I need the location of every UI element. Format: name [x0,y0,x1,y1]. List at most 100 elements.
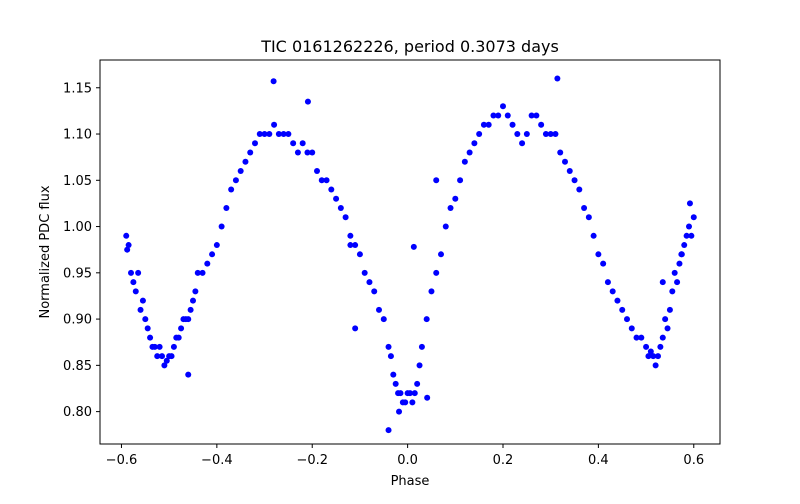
data-point [652,362,659,369]
chart-title: TIC 0161262226, period 0.3073 days [260,37,559,56]
data-point [600,260,607,267]
data-point [256,131,263,138]
data-point [571,177,578,184]
data-point [504,112,511,119]
y-tick-label: 0.85 [63,359,92,374]
data-point [199,269,206,276]
data-point [628,325,635,332]
data-point [519,140,526,147]
data-point [168,353,175,360]
data-point [271,121,278,128]
data-point [659,334,666,341]
data-point [542,131,549,138]
data-point [614,297,621,304]
data-point [371,288,378,295]
data-point [662,316,669,323]
x-tick-label: 0.2 [493,453,514,468]
data-point [397,390,404,397]
data-point [418,343,425,350]
data-point [688,232,695,239]
axes-frame [99,59,721,445]
data-point [461,158,468,165]
data-point [147,334,154,341]
x-tick-label: 0.6 [683,453,704,468]
data-point [676,260,683,267]
data-point [204,260,211,267]
data-point [333,195,340,202]
data-point [523,131,530,138]
data-point [163,357,170,364]
data-point [411,390,418,397]
data-point [352,325,359,332]
data-point [528,112,535,119]
data-point [678,251,685,258]
data-point [380,316,387,323]
data-point [438,251,444,258]
data-point [423,316,430,323]
data-point [638,334,645,341]
data-point [407,390,413,397]
data-point [452,195,459,202]
data-point [337,205,344,212]
data-point [552,131,559,138]
data-point [328,186,335,193]
data-point [650,353,657,360]
data-point [414,380,421,387]
data-point [192,288,199,295]
data-point [433,269,440,276]
data-point [304,98,311,105]
data-point [209,251,216,258]
data-points [123,75,697,434]
data-point [624,316,630,323]
data-point [123,232,130,239]
data-point [352,242,359,249]
data-point [228,186,235,193]
data-point [671,269,678,276]
data-point [151,343,158,350]
data-point [595,251,602,258]
data-point [442,223,449,230]
data-point [135,269,142,276]
data-point [323,177,330,184]
data-point [266,131,273,138]
y-tick-label: 0.95 [63,266,92,281]
data-point [645,353,652,360]
data-point [314,168,320,175]
data-point [409,399,416,406]
data-point [557,149,564,156]
data-point [490,112,497,119]
data-point [190,297,196,304]
data-point [125,242,132,249]
x-tick-label: 0.0 [397,453,418,468]
data-point [261,131,268,138]
data-point [392,380,399,387]
data-point [270,78,277,85]
data-point [495,112,502,119]
data-point [385,427,392,434]
x-tick-label: 0.4 [588,453,609,468]
data-point [659,279,666,286]
y-tick-label: 0.80 [63,405,92,420]
data-point [686,200,693,207]
data-point [242,158,249,165]
data-point [657,343,664,350]
data-point [252,140,258,147]
data-point [218,223,225,230]
data-point [416,362,423,369]
x-tick-label: −0.4 [201,453,233,468]
data-point [581,205,588,212]
data-point [294,149,301,156]
data-point [137,306,144,313]
data-point [538,121,545,128]
data-point [385,343,392,350]
data-point [347,232,354,239]
data-point [669,288,676,295]
data-point [361,269,368,276]
data-point [366,279,373,286]
data-point [647,348,654,355]
data-point [590,232,597,239]
data-point [485,121,492,128]
data-point [681,242,688,249]
